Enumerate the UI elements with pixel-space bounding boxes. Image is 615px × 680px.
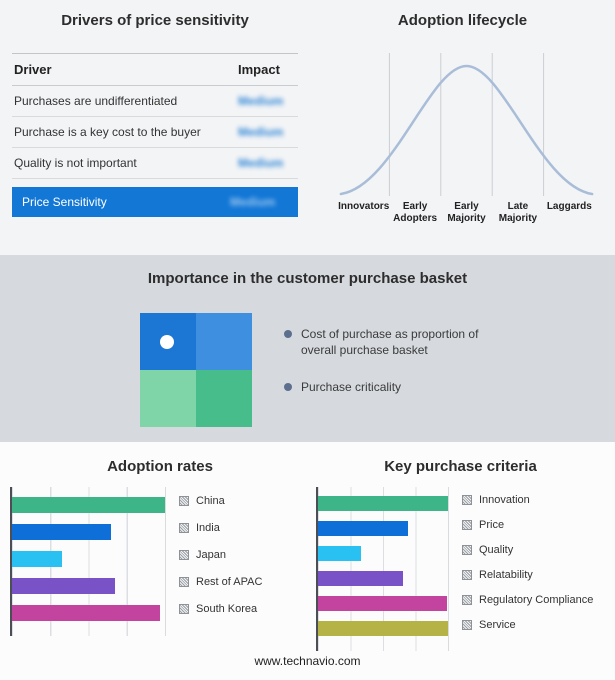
legend-label: Service: [479, 618, 516, 631]
table-row: Purchase is a key cost to the buyer Medi…: [12, 117, 298, 148]
legend-item: South Korea: [179, 595, 262, 622]
website-url: www.technavio.com: [254, 654, 361, 668]
hatch-marker-icon: [179, 603, 189, 614]
impact-badge: Medium: [238, 94, 284, 108]
adoption-rates-chart: [10, 487, 166, 636]
legend-label: Price: [479, 518, 505, 531]
key-purchase-criteria-panel: Key purchase criteria Innovation Price Q…: [316, 450, 605, 680]
bar-price: [318, 521, 408, 536]
impact-badge: Medium: [238, 156, 284, 170]
drivers-title: Drivers of price sensitivity: [61, 12, 249, 29]
driver-cell: Purchases are undifferentiated: [14, 94, 178, 108]
legend-item: Cost of purchase as proportion of overal…: [284, 327, 499, 358]
legend-item: Japan: [179, 541, 262, 568]
quadrant-bottom-left: [140, 370, 196, 427]
quadrant-bottom-right: [196, 370, 252, 427]
bar-service: [318, 621, 448, 636]
legend-label: Cost of purchase as proportion of overal…: [301, 327, 479, 357]
quadrant-top-right: [196, 313, 252, 370]
legend-item: Quality: [462, 537, 593, 562]
driver-cell: Price Sensitivity: [22, 195, 107, 209]
legend-label: Japan: [196, 548, 226, 561]
table-row: Purchases are undifferentiated Medium: [12, 86, 298, 117]
key-purchase-criteria-legend: Innovation Price Quality Relatability Re…: [462, 487, 593, 651]
bullet-icon: [284, 383, 292, 392]
drivers-table-header: Driver Impact: [12, 53, 298, 86]
table-row-price-sensitivity: Price Sensitivity Medium: [12, 187, 298, 217]
quadrant-matrix: [140, 313, 252, 427]
table-row: Quality is not important Medium: [12, 148, 298, 179]
impact-badge: Medium: [230, 195, 276, 209]
bar-relatability: [318, 571, 403, 586]
bar-quality: [318, 546, 361, 561]
bar-china: [12, 496, 165, 513]
bell-curve-path: [339, 64, 594, 196]
bullet-icon: [284, 330, 292, 338]
hatch-marker-icon: [462, 544, 472, 555]
bar-india: [12, 523, 112, 540]
basket-legend: Cost of purchase as proportion of overal…: [284, 327, 499, 418]
adoption-rates-panel: Adoption rates China India Japan Rest of…: [10, 450, 310, 680]
legend-label: Purchase criticality: [301, 380, 402, 395]
bar-rest-of-apac: [12, 577, 115, 594]
hatch-marker-icon: [179, 522, 189, 533]
adoption-rates-title: Adoption rates: [107, 458, 213, 475]
hatch-marker-icon: [462, 619, 472, 630]
key-purchase-criteria-title: Key purchase criteria: [384, 458, 537, 475]
stage-label: Late Majority: [498, 201, 538, 224]
legend-label: India: [196, 521, 220, 534]
legend-item: Relatability: [462, 562, 593, 587]
stage-label: Laggards: [546, 201, 592, 212]
driver-cell: Purchase is a key cost to the buyer: [14, 125, 201, 139]
bottom-section: Adoption rates China India Japan Rest of…: [0, 442, 615, 680]
legend-label: South Korea: [196, 602, 258, 615]
lifecycle-stage-labels: Innovators Early Adopters Early Majority…: [338, 201, 595, 224]
adoption-rates-legend: China India Japan Rest of APAC South Kor…: [179, 487, 262, 636]
lifecycle-title: Adoption lifecycle: [397, 12, 528, 29]
bar-innovation: [318, 496, 448, 511]
driver-cell: Quality is not important: [14, 156, 137, 170]
column-header-driver: Driver: [14, 62, 52, 77]
lifecycle-chart: [338, 53, 595, 196]
legend-item: Price: [462, 512, 593, 537]
legend-item: Service: [462, 612, 593, 637]
bar-japan: [12, 550, 63, 567]
legend-item: India: [179, 514, 262, 541]
impact-badge: Medium: [238, 125, 284, 139]
bar-south-korea: [12, 604, 161, 621]
basket-title: Importance in the customer purchase bask…: [147, 270, 468, 287]
legend-item: China: [179, 487, 262, 514]
hatch-marker-icon: [179, 495, 189, 506]
top-section: Drivers of price sensitivity Driver Impa…: [0, 0, 615, 255]
column-header-impact: Impact: [238, 62, 280, 77]
stage-label: Innovators: [338, 201, 390, 212]
hatch-marker-icon: [462, 494, 472, 505]
legend-label: Relatability: [479, 568, 533, 581]
legend-label: Rest of APAC: [196, 575, 263, 588]
stage-label: Early Adopters: [393, 201, 438, 224]
hatch-marker-icon: [179, 576, 189, 587]
lifecycle-panel: Adoption lifecycle Innovators Early Adop…: [310, 0, 615, 255]
legend-item: Regulatory Compliance: [462, 587, 593, 612]
bell-curve-svg: [339, 53, 594, 196]
hatch-marker-icon: [462, 569, 472, 580]
legend-label: Regulatory Compliance: [479, 593, 594, 606]
legend-label: Innovation: [479, 493, 530, 506]
hatch-marker-icon: [462, 594, 472, 605]
hatch-marker-icon: [462, 519, 472, 530]
drivers-table: Driver Impact Purchases are undifferenti…: [12, 53, 298, 217]
hatch-marker-icon: [179, 549, 189, 560]
key-purchase-criteria-chart: [316, 487, 449, 651]
legend-item: Purchase criticality: [284, 380, 499, 396]
bar-regulatory-compliance: [318, 596, 447, 611]
drivers-panel: Drivers of price sensitivity Driver Impa…: [0, 0, 310, 255]
legend-item: Rest of APAC: [179, 568, 262, 595]
legend-label: China: [196, 494, 225, 507]
stage-label: Early Majority: [447, 201, 486, 224]
purchase-basket-section: Importance in the customer purchase bask…: [0, 255, 615, 442]
legend-item: Innovation: [462, 487, 593, 512]
position-dot: [160, 335, 174, 349]
legend-label: Quality: [479, 543, 514, 556]
